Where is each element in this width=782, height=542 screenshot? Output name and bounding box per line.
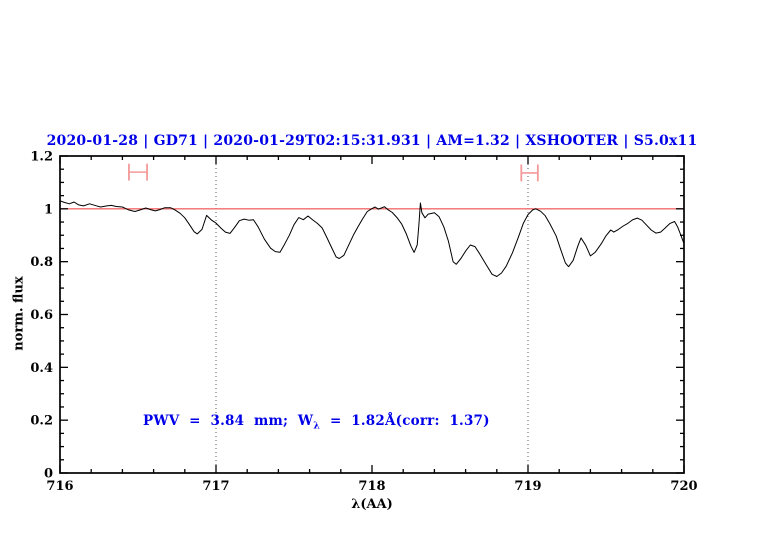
y-tick-label: 1.2 bbox=[30, 150, 53, 165]
x-tick-label: 719 bbox=[514, 479, 541, 494]
plot-title: 2020-01-28 | GD71 | 2020-01-29T02:15:31.… bbox=[46, 133, 698, 149]
pwv-annotation-suffix: = 1.82Å(corr: 1.37) bbox=[320, 413, 490, 429]
pwv-annotation-prefix: PWV = 3.84 mm; W bbox=[143, 413, 314, 429]
x-tick-label: 718 bbox=[358, 479, 385, 494]
x-tick-label: 716 bbox=[46, 479, 73, 494]
y-tick-label: 0.8 bbox=[30, 255, 53, 270]
spectrum-line bbox=[59, 200, 685, 277]
y-tick-label: 0.4 bbox=[30, 361, 53, 376]
y-tick-label: 0.2 bbox=[30, 414, 53, 429]
y-tick-label: 0.6 bbox=[30, 308, 53, 323]
pwv-annotation: PWV = 3.84 mm; Wλ = 1.82Å(corr: 1.37) bbox=[143, 413, 490, 432]
x-tick-label: 717 bbox=[202, 479, 229, 494]
y-axis-label: norm. flux bbox=[11, 276, 27, 351]
x-tick-label: 720 bbox=[670, 479, 697, 494]
x-axis-label: λ(AA) bbox=[351, 497, 393, 512]
pwv-annotation-subscript: λ bbox=[313, 420, 321, 432]
y-tick-label: 1 bbox=[44, 202, 53, 217]
y-tick-label: 0 bbox=[44, 467, 53, 482]
